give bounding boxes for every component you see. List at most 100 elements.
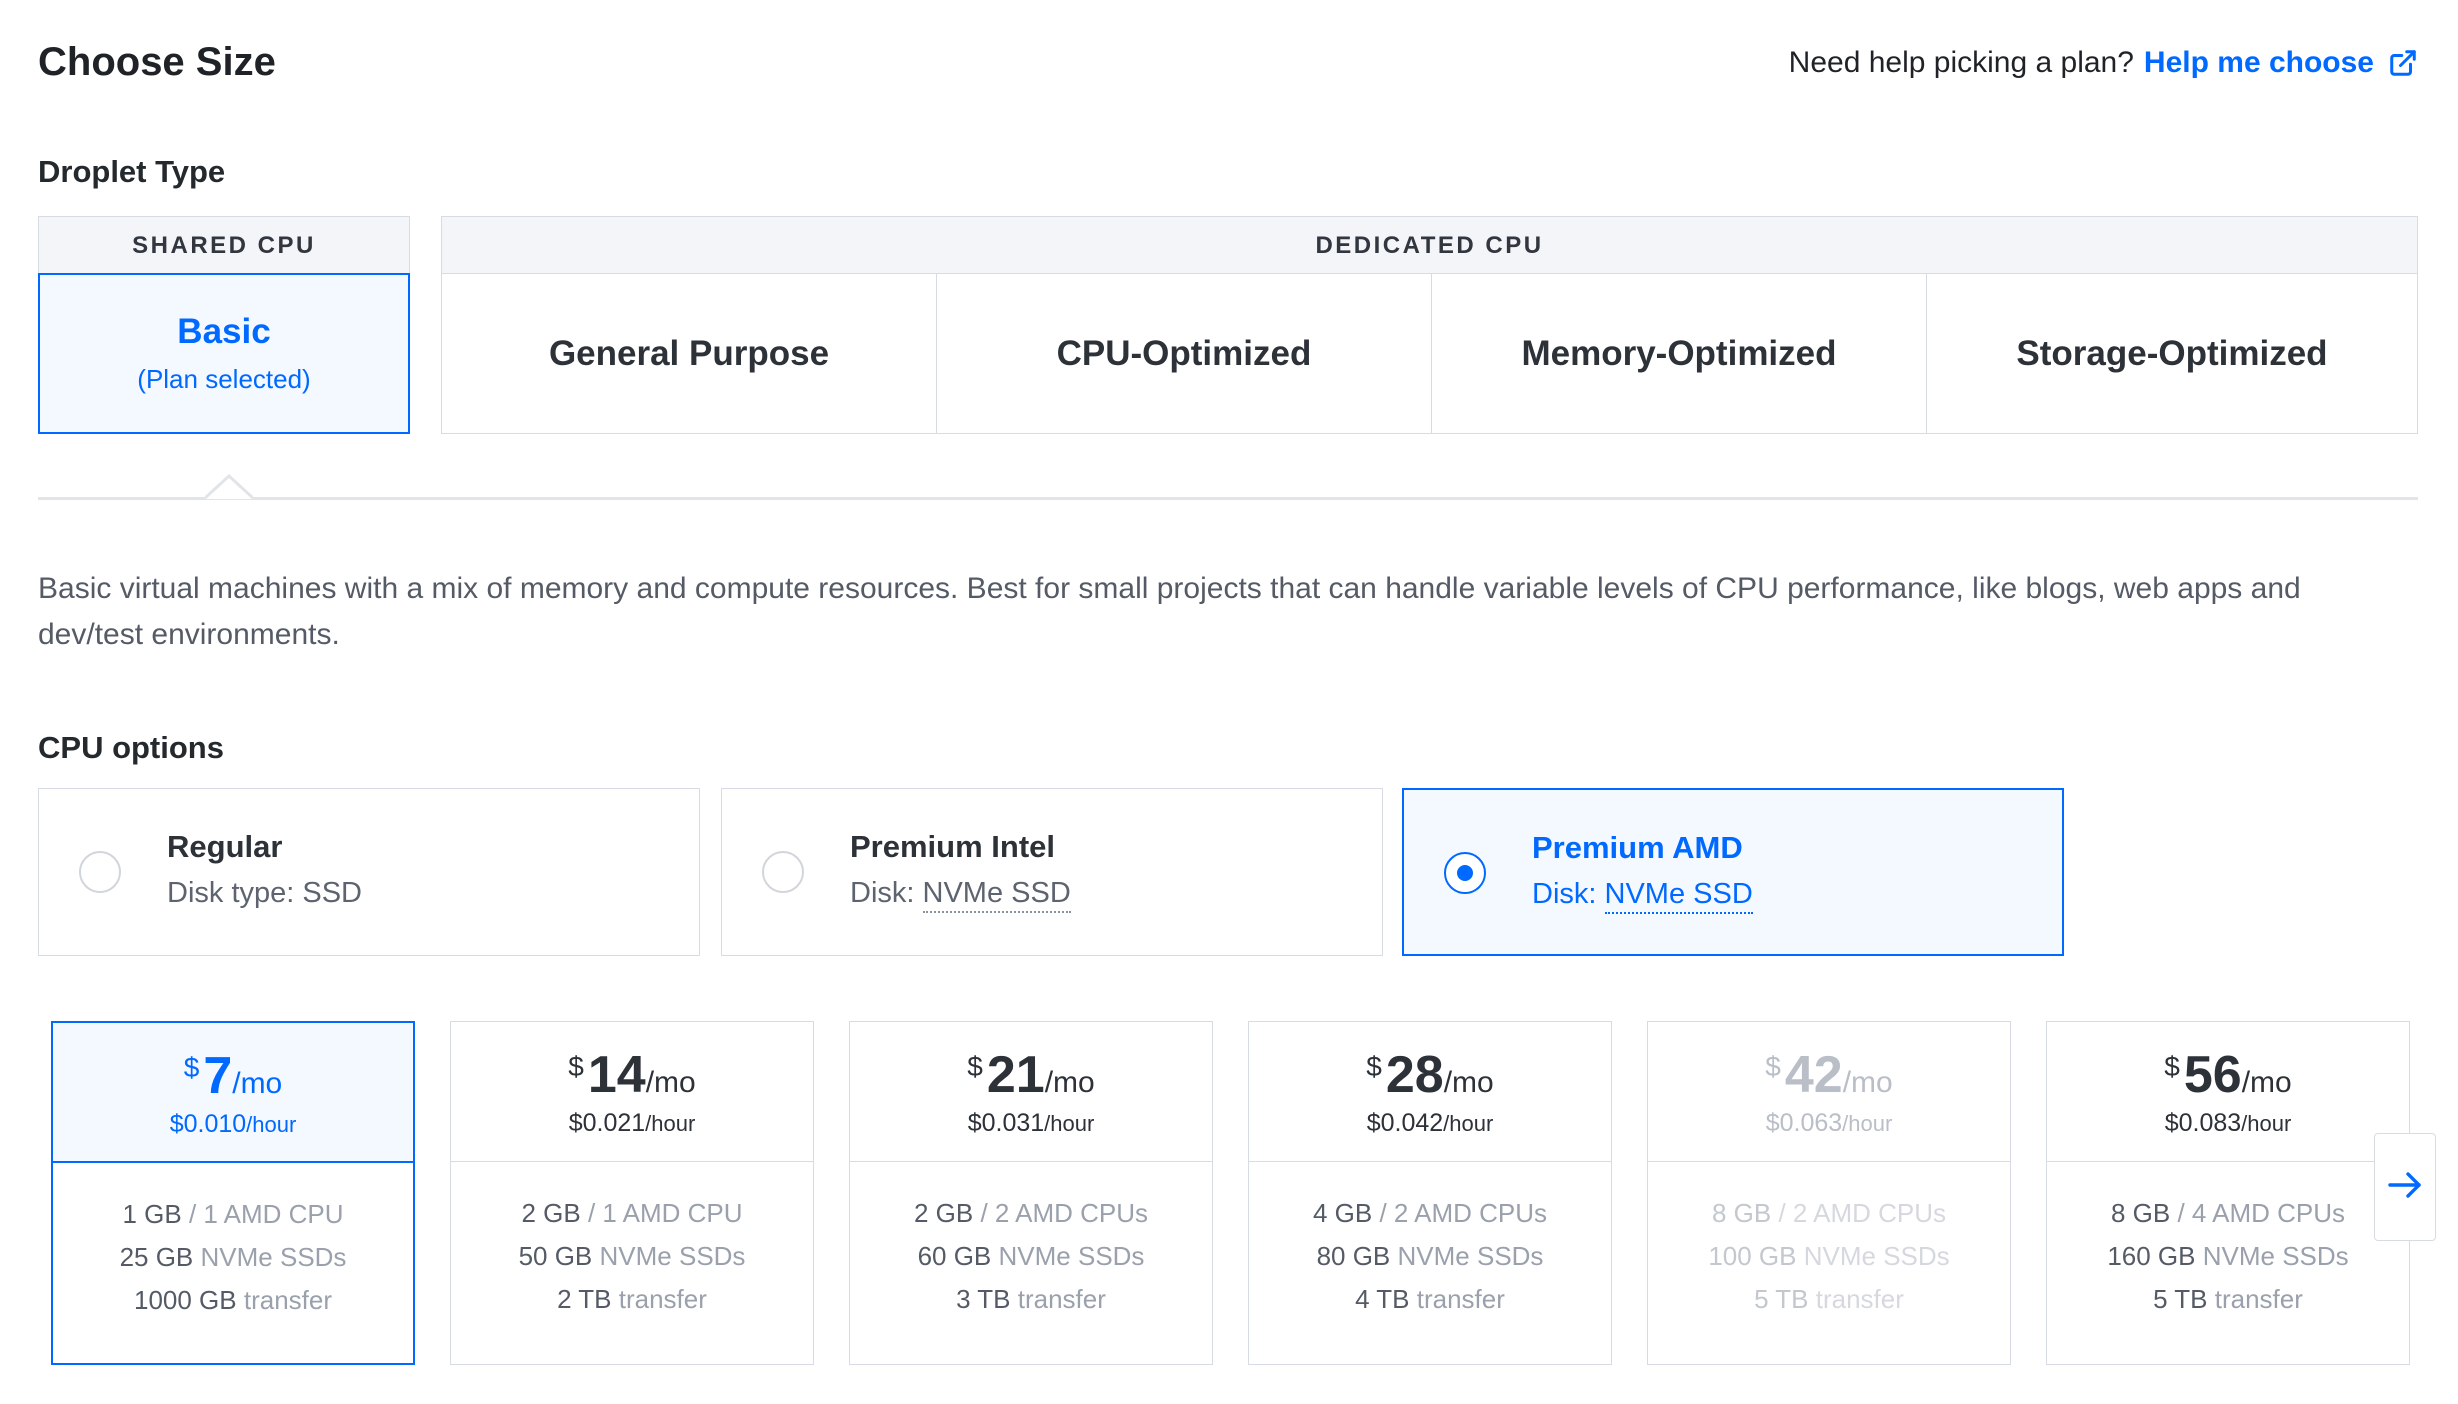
cpu-option-name: Premium Intel — [850, 829, 1055, 864]
disk-type-tooltip-link[interactable]: NVMe SSD — [922, 877, 1071, 913]
droplet-type-storage-optimized[interactable]: Storage-Optimized — [1926, 273, 2418, 434]
cpu-value: / 2 AMD CPUs — [1379, 1198, 1548, 1228]
price-period: /mo — [1842, 1066, 1893, 1099]
cpu-value: / 1 AMD CPU — [188, 1199, 344, 1229]
memory-value: 2 GB — [521, 1198, 581, 1228]
transfer-label: transfer — [243, 1285, 333, 1315]
disk-value: 60 GB — [917, 1241, 992, 1271]
arrow-right-icon — [2387, 1171, 2423, 1204]
droplet-type-basic[interactable]: Basic (Plan selected) — [38, 273, 410, 434]
droplet-type-label: Basic — [177, 312, 271, 351]
price-period: /mo — [2241, 1066, 2292, 1099]
disk-type-tooltip-link[interactable]: NVMe SSD — [1604, 878, 1753, 914]
droplet-type-label: CPU-Optimized — [1056, 333, 1312, 373]
transfer-label: transfer — [2214, 1284, 2303, 1314]
droplet-type-label: Storage-Optimized — [2016, 333, 2328, 373]
disk-label: NVMe SSDs — [599, 1241, 746, 1271]
hourly-unit: /hour — [1443, 1111, 1494, 1136]
plan-specs: 2 GB / 1 AMD CPU 50 GB NVMe SSDs 2 TB tr… — [451, 1162, 813, 1321]
cpu-option-disk: Disk: NVMe SSD — [1532, 878, 1753, 914]
help-row: Need help picking a plan? Help me choose — [1789, 46, 2418, 80]
cpu-option-name: Regular — [167, 829, 283, 864]
plan-specs: 1 GB / 1 AMD CPU 25 GB NVMe SSDs 1000 GB… — [53, 1163, 413, 1322]
monthly-price: 7 — [203, 1046, 233, 1105]
memory-value: 2 GB — [913, 1198, 974, 1228]
cpu-value: / 4 AMD CPUs — [2177, 1198, 2346, 1228]
currency-symbol: $ — [2164, 1051, 2180, 1082]
disk-label: NVMe SSDs — [1397, 1241, 1544, 1271]
transfer-label: transfer — [1815, 1284, 1904, 1314]
cpu-option-disk: Disk: NVMe SSD — [850, 877, 1071, 913]
dedicated-cpu-header: DEDICATED CPU — [441, 216, 2418, 274]
price-period: /mo — [1443, 1066, 1494, 1099]
transfer-value: 3 TB — [956, 1284, 1011, 1314]
transfer-value: 2 TB — [557, 1284, 612, 1314]
plan-price: $ 7 /mo $0.010/hour — [53, 1023, 413, 1163]
plan-card-disabled: $ 42 /mo $0.063/hour 8 GB / 2 AMD CPUs 1… — [1647, 1021, 2011, 1365]
transfer-label: transfer — [1416, 1284, 1505, 1314]
disk-value: 100 GB — [1708, 1241, 1797, 1271]
plan-card[interactable]: $ 56 /mo $0.083/hour 8 GB / 4 AMD CPUs 1… — [2046, 1021, 2410, 1365]
cpu-option-name: Premium AMD — [1532, 830, 1743, 865]
transfer-value: 5 TB — [2153, 1284, 2208, 1314]
disk-value: 80 GB — [1316, 1241, 1391, 1271]
monthly-price: 56 — [2183, 1046, 2242, 1104]
plan-price: $ 42 /mo $0.063/hour — [1648, 1022, 2010, 1162]
droplet-type-general-purpose[interactable]: General Purpose — [441, 273, 937, 434]
plan-specs: 8 GB / 4 AMD CPUs 160 GB NVMe SSDs 5 TB … — [2047, 1162, 2409, 1321]
currency-symbol: $ — [1765, 1051, 1781, 1082]
monthly-price: 21 — [986, 1046, 1045, 1104]
disk-prefix: Disk: — [1532, 878, 1597, 910]
next-plans-button[interactable] — [2374, 1133, 2436, 1241]
radio-button[interactable] — [762, 851, 804, 893]
cpu-value: / 2 AMD CPUs — [980, 1198, 1149, 1228]
hourly-price: $0.042 — [1366, 1109, 1444, 1137]
selection-caret-icon — [203, 473, 255, 500]
droplet-type-memory-optimized[interactable]: Memory-Optimized — [1431, 273, 1927, 434]
disk-label: NVMe SSDs — [2202, 1241, 2349, 1271]
plan-card[interactable]: $ 14 /mo $0.021/hour 2 GB / 1 AMD CPU 50… — [450, 1021, 814, 1365]
hourly-unit: /hour — [2241, 1111, 2292, 1136]
transfer-value: 1000 GB — [133, 1285, 237, 1315]
disk-type-text: Disk type: SSD — [167, 877, 362, 909]
currency-symbol: $ — [1366, 1051, 1382, 1082]
memory-value: 4 GB — [1312, 1198, 1373, 1228]
droplet-type-cpu-optimized[interactable]: CPU-Optimized — [936, 273, 1432, 434]
plan-specs: 4 GB / 2 AMD CPUs 80 GB NVMe SSDs 4 TB t… — [1249, 1162, 1611, 1321]
monthly-price: 14 — [587, 1046, 646, 1104]
currency-symbol: $ — [967, 1051, 983, 1082]
cpu-option-regular[interactable]: Regular Disk type: SSD — [38, 788, 700, 956]
monthly-price: 42 — [1784, 1046, 1843, 1104]
plan-specs: 8 GB / 2 AMD CPUs 100 GB NVMe SSDs 5 TB … — [1648, 1162, 2010, 1321]
plan-price: $ 14 /mo $0.021/hour — [451, 1022, 813, 1162]
currency-symbol: $ — [183, 1051, 200, 1083]
page-title: Choose Size — [38, 40, 276, 84]
cpu-option-premium-amd[interactable]: Premium AMD Disk: NVMe SSD — [1402, 788, 2064, 956]
cpu-value: / 1 AMD CPU — [587, 1198, 743, 1228]
plan-card[interactable]: $ 21 /mo $0.031/hour 2 GB / 2 AMD CPUs 6… — [849, 1021, 1213, 1365]
transfer-value: 5 TB — [1754, 1284, 1809, 1314]
memory-value: 1 GB — [122, 1199, 182, 1229]
hourly-unit: /hour — [645, 1111, 696, 1136]
radio-button[interactable] — [79, 851, 121, 893]
plan-price: $ 56 /mo $0.083/hour — [2047, 1022, 2409, 1162]
help-me-choose-link[interactable]: Help me choose — [2143, 46, 2374, 79]
external-link-icon[interactable] — [2388, 48, 2418, 78]
plan-specs: 2 GB / 2 AMD CPUs 60 GB NVMe SSDs 3 TB t… — [850, 1162, 1212, 1321]
cpu-value: / 2 AMD CPUs — [1778, 1198, 1947, 1228]
cpu-option-disk: Disk type: SSD — [167, 877, 362, 910]
transfer-label: transfer — [618, 1284, 707, 1314]
plan-price: $ 28 /mo $0.042/hour — [1249, 1022, 1611, 1162]
cpu-option-premium-intel[interactable]: Premium Intel Disk: NVMe SSD — [721, 788, 1383, 956]
droplet-type-label: Droplet Type — [38, 154, 226, 189]
transfer-label: transfer — [1017, 1284, 1106, 1314]
radio-button[interactable] — [1444, 852, 1486, 894]
disk-value: 160 GB — [2107, 1241, 2196, 1271]
plan-card[interactable]: $ 28 /mo $0.042/hour 4 GB / 2 AMD CPUs 8… — [1248, 1021, 1612, 1365]
memory-value: 8 GB — [2110, 1198, 2171, 1228]
disk-label: NVMe SSDs — [200, 1242, 347, 1272]
hourly-unit: /hour — [1044, 1111, 1095, 1136]
plan-card[interactable]: $ 7 /mo $0.010/hour 1 GB / 1 AMD CPU 25 … — [51, 1021, 415, 1365]
monthly-price: 28 — [1385, 1046, 1444, 1104]
